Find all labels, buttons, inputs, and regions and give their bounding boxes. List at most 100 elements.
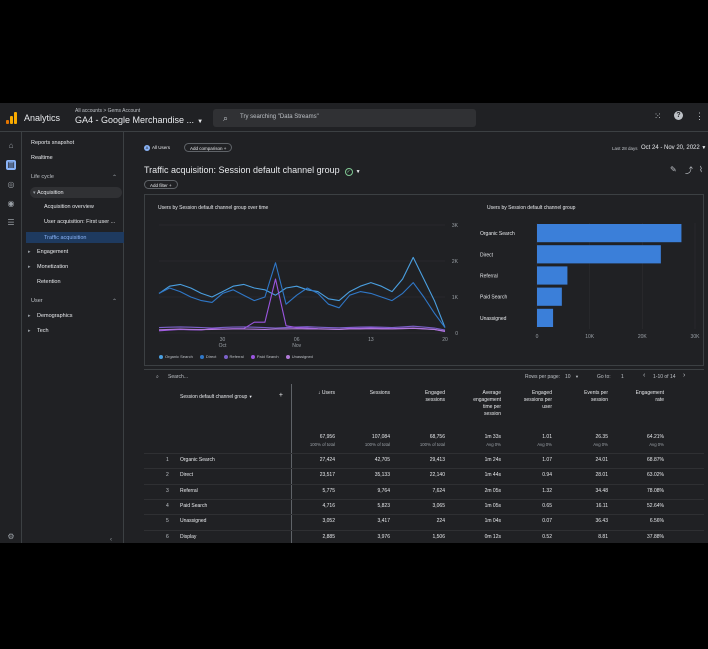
tech-label: Tech xyxy=(37,328,49,334)
row-metric-value: 78.08% xyxy=(647,487,664,494)
chevron-left-icon[interactable]: ‹ xyxy=(643,372,646,379)
legend-organic-search[interactable]: Organic Search xyxy=(159,354,193,359)
row-metric-value: 63.02% xyxy=(647,472,664,479)
row-divider xyxy=(144,514,704,516)
caret-right-icon: ▸ xyxy=(28,313,31,319)
legend-paid-search[interactable]: Paid Search xyxy=(250,354,279,359)
row-index: 1 xyxy=(166,457,169,463)
bar-paid-search[interactable] xyxy=(537,287,562,306)
row-metric-value: 0m 12s xyxy=(484,533,501,540)
home-icon[interactable]: ⌂ xyxy=(8,141,14,150)
bar-organic-search[interactable] xyxy=(537,224,682,243)
row-metric-value: 42,705 xyxy=(374,457,390,463)
add-filter-button[interactable]: Add filter + xyxy=(144,180,178,189)
reports-icon[interactable]: ▤ xyxy=(6,160,16,170)
row-metric-value: 1m 05s xyxy=(484,502,501,509)
y-tick-label: 1K xyxy=(452,295,459,301)
x-tick-label: Oct xyxy=(219,343,227,349)
edit-report-icon[interactable]: ✎ xyxy=(670,165,677,174)
advertising-icon[interactable]: ◉ xyxy=(7,199,15,208)
breadcrumb[interactable]: All accounts > Gems Account xyxy=(75,108,141,114)
legend-referral[interactable]: Referral xyxy=(223,354,244,359)
menu-retention[interactable]: Retention xyxy=(37,279,61,285)
rows-per-page-select[interactable]: 10 xyxy=(565,374,571,380)
menu-section-lifecycle[interactable]: Life cycle ⌃ xyxy=(31,174,123,181)
bar-referral[interactable] xyxy=(537,266,568,285)
row-metric-value: 34.48 xyxy=(595,487,608,494)
column-header[interactable]: Sessions xyxy=(369,390,390,396)
bar-chart[interactable]: 0 10K 20K 30K Organic Search Direct Referral Pa… xyxy=(480,215,702,355)
share-icon[interactable]: ⤴ xyxy=(685,166,693,175)
chevron-right-icon[interactable]: › xyxy=(683,372,686,379)
settings-gear-icon[interactable]: ⚙ xyxy=(7,532,15,541)
add-comparison-button[interactable]: Add comparison + xyxy=(184,143,233,152)
check-circle-icon[interactable]: ✓ xyxy=(344,168,353,176)
analytics-logo-icon[interactable] xyxy=(6,112,17,124)
series-line-paid-search[interactable] xyxy=(158,278,446,333)
row-divider xyxy=(144,468,704,470)
property-name: GA4 - Google Merchandise ... xyxy=(75,115,195,125)
menu-traffic-acquisition[interactable]: Traffic acquisition xyxy=(26,232,124,243)
column-header[interactable]: Engaged sessions xyxy=(424,390,445,403)
row-metric-value: 1,506 xyxy=(432,533,445,540)
dimension-header[interactable]: Session default channel group ▼ xyxy=(180,393,270,401)
menu-reports-snapshot[interactable]: Reports snapshot xyxy=(31,140,75,146)
menu-demographics[interactable]: ▸ Demographics xyxy=(28,313,72,319)
column-header[interactable]: Engaged sessions per user xyxy=(523,390,552,410)
add-dimension-icon[interactable]: + xyxy=(278,392,283,399)
menu-section-user[interactable]: User ⌃ xyxy=(31,298,123,305)
analytics-app: Analytics All accounts > Gems Account GA… xyxy=(0,103,708,543)
insights-icon[interactable]: ⌇ xyxy=(699,165,703,174)
collapse-icon[interactable]: ‹ xyxy=(110,537,112,543)
menu-acquisition-overview[interactable]: Acquisition overview xyxy=(44,204,94,210)
menu-acquisition[interactable]: ▾ Acquisition xyxy=(30,187,122,198)
search-box[interactable]: ⌕ Try searching "Data Streams" xyxy=(213,109,476,127)
series-line-organic-search[interactable] xyxy=(158,256,446,328)
legend-unassigned[interactable]: Unassigned xyxy=(285,354,313,359)
total-value: 67,956 xyxy=(319,434,335,440)
column-header[interactable]: ↓ Users xyxy=(318,390,335,396)
report-content: A All Users Add comparison + Last 28 days… xyxy=(124,132,708,543)
x-tick-label: 20 xyxy=(442,337,448,343)
configure-icon[interactable]: ☰ xyxy=(7,218,15,227)
y-tick-label: 2K xyxy=(452,259,459,265)
menu-monetization[interactable]: ▸ Monetization xyxy=(28,264,68,270)
series-line-unassigned[interactable] xyxy=(158,327,446,332)
bar-chart-title: Users by Session default channel group xyxy=(487,205,576,211)
series-line-direct[interactable] xyxy=(158,262,446,328)
column-header[interactable]: Average engagement time per session xyxy=(473,390,501,417)
caret-down-icon: ▼ xyxy=(197,119,204,125)
menu-tech[interactable]: ▸ Tech xyxy=(28,328,49,334)
y-tick-label: 0 xyxy=(455,331,458,337)
row-channel-name: Display xyxy=(180,533,197,540)
property-selector[interactable]: GA4 - Google Merchandise ... ▼ xyxy=(75,115,203,125)
row-metric-value: 9,764 xyxy=(377,487,390,494)
search-placeholder: Try searching "Data Streams" xyxy=(240,114,319,120)
more-vert-icon[interactable]: ⋮ xyxy=(695,111,704,121)
chevron-up-icon: ⌃ xyxy=(111,299,117,305)
row-metric-value: 3,417 xyxy=(377,518,390,525)
menu-user-acquisition[interactable]: User acquisition: First user ... xyxy=(44,219,116,225)
legend-direct[interactable]: Direct xyxy=(199,354,216,359)
help-icon[interactable]: ? xyxy=(674,111,683,120)
menu-realtime[interactable]: Realtime xyxy=(31,155,53,161)
x-tick-label: 20K xyxy=(638,334,648,340)
series-line-referral[interactable] xyxy=(158,325,446,331)
goto-input[interactable]: 1 xyxy=(621,374,624,380)
column-header[interactable]: Events per session xyxy=(584,390,608,403)
row-metric-value: 23,517 xyxy=(319,472,335,479)
menu-engagement[interactable]: ▸ Engagement xyxy=(28,249,68,255)
caret-down-icon[interactable]: ▼ xyxy=(355,169,361,175)
apps-icon[interactable]: ⁙ xyxy=(654,111,662,121)
date-range-picker[interactable]: Oct 24 - Nov 20, 2022 ▼ xyxy=(641,145,706,151)
all-users-chip[interactable]: A All Users xyxy=(144,143,175,152)
column-header[interactable]: Engagement rate xyxy=(635,390,664,403)
bar-direct[interactable] xyxy=(537,245,661,264)
report-navigation: Reports snapshot Realtime Life cycle ⌃ ▾ A… xyxy=(22,132,124,543)
row-metric-value: 28.01 xyxy=(595,472,608,479)
explore-icon[interactable]: ◎ xyxy=(7,180,15,189)
bar-unassigned[interactable] xyxy=(537,308,554,327)
row-index: 2 xyxy=(166,472,169,479)
table-search-input[interactable]: Search... xyxy=(168,374,189,380)
